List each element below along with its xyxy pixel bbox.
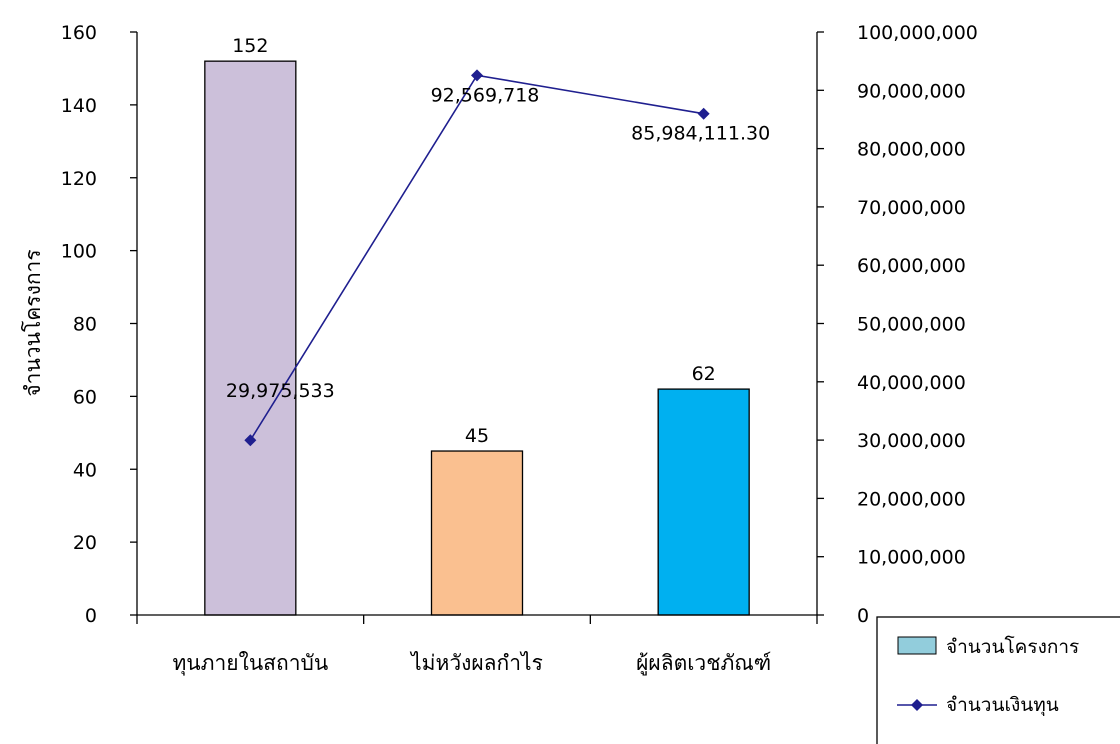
- right-y-tick-label: 10,000,000: [857, 547, 966, 569]
- bar-data-label: 62: [692, 363, 716, 385]
- y-axis-title: จำนวนโครงการ: [21, 249, 45, 396]
- right-y-tick-label: 50,000,000: [857, 314, 966, 336]
- legend-marker-line: [911, 699, 923, 711]
- bar-data-label: 152: [232, 35, 268, 57]
- left-y-tick-label: 60: [73, 386, 97, 408]
- right-y-tick-label: 30,000,000: [857, 430, 966, 452]
- x-category-label: ทุนภายในสถาบัน: [172, 651, 328, 676]
- legend: จำนวนโครงการ จำนวนเงินทุน: [876, 616, 1120, 744]
- bar-data-labels: 152 45 62: [232, 35, 716, 447]
- x-category-label: ผู้ผลิตเวชภัณฑ์: [636, 651, 771, 676]
- left-y-tick-label: 0: [85, 605, 97, 627]
- bar: [430, 450, 524, 616]
- right-y-tick-label: 90,000,000: [857, 80, 966, 102]
- bar: [657, 388, 750, 616]
- line-series: [244, 69, 710, 447]
- line-data-label: 92,569,718: [431, 84, 540, 106]
- right-y-tick-label: 40,000,000: [857, 372, 966, 394]
- left-y-tick-label: 80: [73, 314, 97, 336]
- right-y-axis-ticks: 0 10,000,000 20,000,000 30,000,000 40,000,00…: [817, 22, 978, 627]
- left-y-axis-ticks: 0 20 40 60 80 100 120 140 160: [61, 22, 137, 627]
- left-y-tick-label: 140: [61, 95, 97, 117]
- plot-area: 0 20 40 60 80 100 120 140 160 0 10,000,000 20,000,…: [61, 22, 978, 676]
- x-category-label: ไม่หวังผลกำไร: [409, 651, 543, 675]
- line-data-label: 85,984,111.30: [631, 123, 770, 145]
- bar-data-label: 45: [465, 425, 489, 447]
- left-y-tick-label: 120: [61, 168, 97, 190]
- left-y-tick-label: 100: [61, 241, 97, 263]
- legend-label-bar: จำนวนโครงการ: [946, 635, 1079, 658]
- bar-series: [204, 60, 750, 616]
- line-point: [697, 107, 710, 120]
- line-point: [471, 69, 483, 82]
- right-y-tick-label: 100,000,000: [857, 22, 978, 44]
- right-y-tick-label: 70,000,000: [857, 197, 966, 219]
- x-axis-ticks: ทุนภายในสถาบัน ไม่หวังผลกำไร ผู้ผลิตเวชภัณ…: [136, 615, 818, 676]
- right-y-tick-label: 80,000,000: [857, 139, 966, 161]
- line-data-label: 29,975,533: [226, 380, 335, 402]
- bar: [204, 60, 297, 616]
- left-y-tick-label: 40: [73, 459, 97, 481]
- right-y-tick-label: 60,000,000: [857, 255, 966, 277]
- left-y-tick-label: 160: [61, 22, 97, 44]
- legend-label-line: จำนวนเงินทุน: [946, 694, 1059, 717]
- right-y-tick-label: 0: [857, 605, 869, 627]
- line-data-labels: 29,975,533 92,569,718 85,984,111.30: [226, 84, 770, 402]
- left-y-tick-label: 20: [73, 532, 97, 554]
- line-point: [244, 434, 257, 447]
- right-y-tick-label: 20,000,000: [857, 488, 966, 510]
- legend-swatch-bar: [897, 636, 937, 655]
